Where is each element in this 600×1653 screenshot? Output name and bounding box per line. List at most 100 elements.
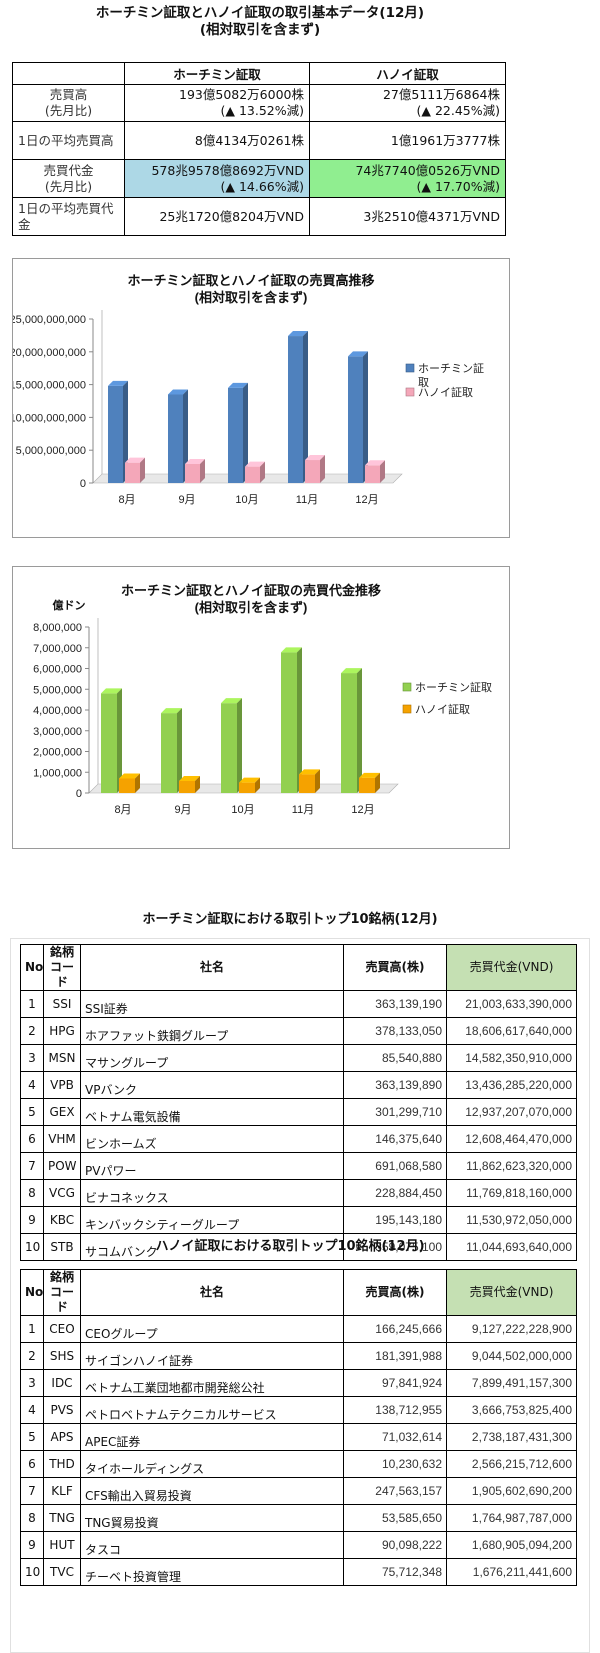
chart-title: ホーチミン証取とハノイ証取の売買代金推移 [121,583,381,598]
y-tick-label: 1,000,000 [33,767,82,779]
bar-top [341,668,362,674]
summary-label-value: 売買代金 (先月比) [12,159,125,198]
hnx-row-no: 2 [20,1342,44,1370]
hnx-top10-header-row: No 銘柄 コード 社名 売買高(株) 売買代金(VND) [20,1269,577,1316]
y-tick-label: 0 [76,788,82,800]
x-tick-label: 11月 [292,804,314,816]
hcm-row-no: 7 [20,1152,44,1180]
hnx-row-code: HUT [43,1531,81,1559]
hcm-top10-title: ホーチミン証取における取引トップ10銘柄(12月) [142,912,438,927]
hnx-table-row: 8 TNG TNG貿易投資 53,585,650 1,764,987,787,000 [20,1504,577,1532]
hcm-row-no: 6 [20,1125,44,1153]
bar-hnx [179,780,195,793]
hcm-top10-header-row: No 銘柄 コード 社名 売買高(株) 売買代金(VND) [20,944,577,991]
y-tick-label: 8,000,000 [33,622,82,634]
bar-top [161,708,182,714]
chart-subtitle: (相対取引を含まず) [195,600,308,615]
hnx-row-volume: 247,563,157 [343,1477,447,1505]
bar-side [237,698,242,793]
bar-side [255,777,260,793]
hcm-row-value: 11,862,623,320,000 [446,1152,577,1180]
hnx-row-no: 7 [20,1477,44,1505]
hnx-table-row: 2 SHS サイゴンハノイ証券 181,391,988 9,044,502,000,00… [20,1342,577,1370]
bar-side [183,389,188,483]
y-tick-label: 15,000,000,000 [13,380,86,392]
hcm-row-volume: 146,375,640 [343,1125,447,1153]
bar-top [288,331,308,337]
summary-hcm-volume: 193億5082万6000株 (▲ 13.52%減) [124,84,310,122]
hnx-row-code: THD [43,1450,81,1478]
summary-title: ホーチミン証取とハノイ証取の取引基本データ(12月) (相対取引を含まず) [10,5,510,39]
hnx-table-row: 4 PVS ペトロベトナムテクニカルサービス 138,712,955 3,666,753… [20,1396,577,1424]
bar-side [363,351,368,483]
hnx-row-volume: 166,245,666 [343,1315,447,1343]
summary-label-volume: 売買高 (先月比) [12,84,125,122]
hcm-row-volume: 85,540,880 [343,1044,447,1072]
hcm-table-row: 9 KBC キンバックシティーグループ 195,143,180 11,530,972,0… [20,1206,577,1234]
hcm-table-row: 4 VPB VPバンク 363,139,890 13,436,285,220,000 [20,1071,577,1099]
hcm-row-company-name: ビナコネックス [80,1179,344,1207]
summary-label-value-l1: 売買代金 [43,162,94,178]
hnx-row-code: TVC [43,1558,81,1586]
hnx-row-no: 1 [20,1315,44,1343]
volume-chart: ホーチミン証取とハノイ証取の売買高推移 (相対取引を含まず) 0 5,000,000,… [12,258,510,538]
bar-hcm [101,693,117,793]
hcm-header-name: 社名 [80,944,344,991]
legend-label: ハノイ証取 [415,703,470,716]
hcm-row-company-name: SSI証券 [80,990,344,1018]
hcm-row-company-name: マサングループ [80,1044,344,1072]
x-tick-label: 9月 [178,494,195,506]
hnx-row-volume: 181,391,988 [343,1342,447,1370]
value-chart-svg: ホーチミン証取とハノイ証取の売買代金推移 (相対取引を含まず) 億ドン 0 1,000,… [33,583,492,816]
hnx-row-company-name: CEOグループ [80,1315,344,1343]
hcm-row-no: 4 [20,1071,44,1099]
hnx-table-row: 1 CEO CEOグループ 166,245,666 9,127,222,228,900 [20,1315,577,1343]
hcm-row-code: HPG [43,1017,81,1045]
summary-header-blank [12,62,125,85]
bar-hcm [348,356,363,483]
legend-swatch-hcm [402,682,412,692]
bar-hnx [185,463,200,483]
bar-side [200,458,205,483]
bar-top [101,688,122,694]
summary-row-volume: 売買高 (先月比) 193億5082万6000株 (▲ 13.52%減) 27億… [12,84,506,122]
hcm-header-no: No [20,944,44,991]
hcm-row-value: 11,044,693,640,000 [446,1233,577,1261]
hnx-table-row: 3 IDC ベトナム工業団地都市開発総公社 97,841,924 7,899,491,1… [20,1369,577,1397]
summary-hnx-avg-value: 3兆2510億4371万VND [309,197,506,236]
hnx-row-no: 5 [20,1423,44,1451]
summary-row-value: 売買代金 (先月比) 578兆9578億8692万VND (▲ 14.66%減)… [12,159,506,198]
hnx-header-volume: 売買高(株) [343,1269,447,1316]
legend-label: ホーチミン証 [418,362,484,375]
hcm-header-code-l2: コード [49,960,74,989]
hnx-row-volume: 53,585,650 [343,1504,447,1532]
x-tick-label: 12月 [351,804,374,816]
y-tick-label: 5,000,000,000 [16,445,86,457]
bar-side [177,708,182,793]
summary-label-value-l2: (先月比) [44,178,93,194]
hnx-row-value: 7,899,491,157,300 [446,1369,577,1397]
hnx-row-code: TNG [43,1504,81,1532]
summary-hcm-value: 578兆9578億8692万VND (▲ 14.66%減) [124,159,310,198]
y-tick-label: 3,000,000 [33,726,82,738]
bar-hnx [299,774,315,793]
hcm-row-value: 14,582,350,910,000 [446,1044,577,1072]
bar-side [140,457,145,483]
hnx-row-value: 2,566,215,712,600 [446,1450,577,1478]
summary-hcm-value-change: (▲ 14.66%減) [220,178,304,194]
hcm-row-company-name: ベトナム電気設備 [80,1098,344,1126]
hnx-row-company-name: CFS輸出入貿易投資 [80,1477,344,1505]
bar-hnx [119,778,135,793]
hnx-header-code: 銘柄 コード [43,1269,81,1316]
summary-label-volume-l2: (先月比) [44,103,93,118]
hnx-row-code: IDC [43,1369,81,1397]
hcm-row-volume: 195,143,180 [343,1206,447,1234]
hcm-row-value: 13,436,285,220,000 [446,1071,577,1099]
hnx-header-value: 売買代金(VND) [446,1269,577,1316]
hnx-header-code-l2: コード [49,1285,74,1314]
hnx-header-no: No [20,1269,44,1316]
x-tick-label: 8月 [114,804,131,816]
hnx-row-company-name: APEC証券 [80,1423,344,1451]
hnx-row-no: 3 [20,1369,44,1397]
hnx-table-row: 10 TVC チーベト投資管理 75,712,348 1,676,211,441,600 [20,1558,577,1586]
